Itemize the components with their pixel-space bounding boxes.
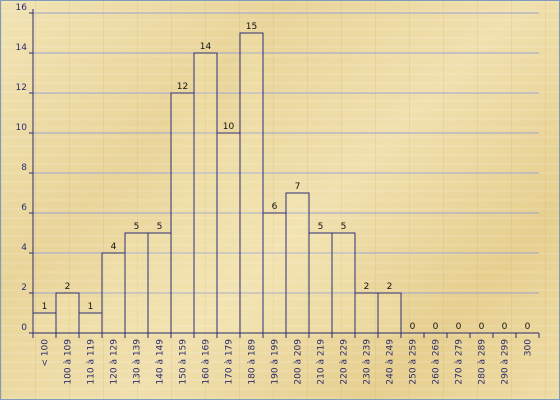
data-label: 0 <box>479 322 485 332</box>
data-label: 5 <box>134 222 140 232</box>
x-category-label: 260 à 269 <box>432 339 442 385</box>
y-tick-label: 16 <box>16 3 28 13</box>
y-tick-label: 0 <box>21 323 27 333</box>
y-tick-label: 2 <box>21 283 27 293</box>
y-tick-label: 6 <box>21 203 27 213</box>
data-label: 2 <box>65 282 71 292</box>
x-category-label: 150 à 159 <box>179 339 189 385</box>
x-category-label: 190 à 199 <box>271 339 281 385</box>
data-label: 6 <box>272 202 278 212</box>
data-label: 0 <box>410 322 416 332</box>
bar <box>239 32 264 334</box>
y-tick-label: 8 <box>21 163 27 173</box>
data-label: 1 <box>42 302 48 312</box>
bar <box>354 292 379 334</box>
bar <box>170 92 195 334</box>
bar <box>285 192 310 334</box>
bar <box>55 292 80 334</box>
data-label: 5 <box>341 222 347 232</box>
x-category-label: 160 à 169 <box>202 339 212 385</box>
bar <box>331 232 356 334</box>
bar <box>308 232 333 334</box>
y-tick-label: 10 <box>16 123 28 133</box>
x-category-label: 170 à 179 <box>225 339 235 385</box>
x-category-label: 270 à 279 <box>455 339 465 385</box>
bar <box>377 292 402 334</box>
x-category-label: 300 <box>524 339 534 356</box>
data-label: 5 <box>157 222 163 232</box>
data-label: 10 <box>223 122 235 132</box>
x-category-label: 210 à 219 <box>317 339 327 385</box>
x-category-label: 280 à 289 <box>478 339 488 385</box>
x-category-label: 140 à 149 <box>156 339 166 385</box>
bar <box>32 312 57 334</box>
bar <box>78 312 103 334</box>
data-label: 7 <box>295 182 301 192</box>
x-category-label: 250 à 259 <box>409 339 419 385</box>
data-label: 0 <box>433 322 439 332</box>
y-tick-label: 14 <box>16 43 28 53</box>
x-category-label: 290 à 299 <box>501 339 511 385</box>
x-category-label: 220 à 229 <box>340 339 350 385</box>
bar <box>101 252 126 334</box>
data-label: 0 <box>525 322 531 332</box>
x-category-label: 180 à 189 <box>248 339 258 385</box>
data-label: 1 <box>88 302 94 312</box>
y-tick-label: 4 <box>21 243 27 253</box>
x-category-label: 240 à 249 <box>386 339 396 385</box>
data-label: 14 <box>200 42 212 52</box>
data-label: 0 <box>456 322 462 332</box>
data-label: 12 <box>177 82 188 92</box>
data-label: 0 <box>502 322 508 332</box>
bar <box>262 212 287 334</box>
data-label: 4 <box>111 242 117 252</box>
bar <box>147 232 172 334</box>
x-category-label: 200 à 209 <box>294 339 304 385</box>
x-category-label: 230 à 239 <box>363 339 373 385</box>
data-label: 2 <box>387 282 393 292</box>
data-label: 5 <box>318 222 324 232</box>
x-category-label: 100 à 109 <box>64 339 74 385</box>
bar <box>124 232 149 334</box>
bar <box>216 132 241 334</box>
x-category-label: 120 à 129 <box>110 339 120 385</box>
x-category-label: 110 à 119 <box>87 339 97 385</box>
data-label: 2 <box>364 282 370 292</box>
x-category-label: 130 à 139 <box>133 339 143 385</box>
data-label: 15 <box>246 22 257 32</box>
x-category-label: < 100 <box>41 339 51 367</box>
bar <box>193 52 218 334</box>
y-tick-label: 12 <box>16 83 27 93</box>
